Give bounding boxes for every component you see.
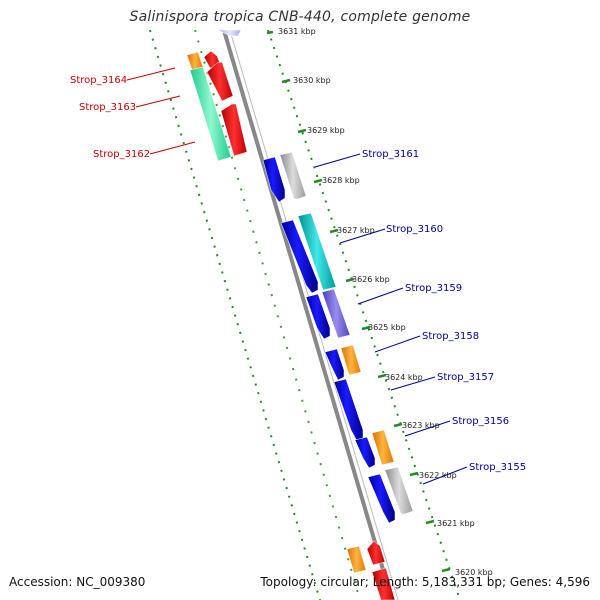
- forward-genes: [186, 50, 396, 600]
- gene-label-strop-3162[interactable]: Strop_3162: [93, 149, 150, 160]
- gene-label-strop-3161[interactable]: Strop_3161: [362, 149, 419, 160]
- gene-label-strop-3159[interactable]: Strop_3159: [405, 283, 462, 294]
- gene-blue-2[interactable]: [280, 219, 319, 294]
- genome-backbone: [221, 30, 394, 600]
- gene-red-4[interactable]: [366, 540, 386, 566]
- kbp-label: 3626 kbp: [352, 275, 390, 284]
- forward-gene-labels: Strop_3164 Strop_3163 Strop_3162: [70, 67, 196, 160]
- gene-blue-3[interactable]: [305, 293, 331, 340]
- kbp-label: 3629 kbp: [307, 126, 345, 135]
- gene-gray-2[interactable]: [384, 466, 414, 515]
- gene-label-strop-3157[interactable]: Strop_3157: [437, 372, 494, 383]
- gene-red-3[interactable]: [220, 103, 248, 157]
- gene-label-strop-3155[interactable]: Strop_3155: [469, 462, 526, 473]
- kbp-label: 3631 kbp: [278, 27, 316, 36]
- gene-label-strop-3164[interactable]: Strop_3164: [70, 75, 127, 86]
- major-ticks: [266, 30, 451, 573]
- genome-summary-text: Topology: circular; Length: 5,183,331 bp…: [260, 575, 590, 589]
- gene-blue-6[interactable]: [354, 436, 376, 469]
- kbp-label: 3630 kbp: [293, 76, 331, 85]
- page-title: Salinispora tropica CNB-440, complete ge…: [129, 9, 471, 25]
- gene-label-strop-3160[interactable]: Strop_3160: [386, 224, 443, 235]
- right-outer-tick-track: [267, 30, 461, 600]
- accession-text: Accession: NC_009380: [9, 575, 146, 589]
- kbp-label: 3620 kbp: [455, 568, 493, 577]
- left-outer-tick-track: [149, 30, 321, 600]
- gene-blue-top-edge[interactable]: [217, 29, 242, 37]
- kbp-label: 3627 kbp: [337, 226, 375, 235]
- gene-label-strop-3158[interactable]: Strop_3158: [422, 331, 479, 342]
- gene-label-strop-3156[interactable]: Strop_3156: [452, 416, 509, 427]
- gene-red-2[interactable]: [206, 61, 234, 102]
- gene-orange-4[interactable]: [346, 545, 367, 574]
- kbp-labels: 3631 kbp 3630 kbp 3629 kbp 3628 kbp 3627…: [278, 27, 493, 577]
- kbp-label: 3624 kbp: [385, 373, 423, 382]
- gene-blue-1[interactable]: [262, 156, 286, 203]
- gene-blue-4[interactable]: [324, 348, 345, 381]
- gene-label-strop-3163[interactable]: Strop_3163: [79, 102, 136, 113]
- gene-orange-2[interactable]: [371, 429, 395, 466]
- kbp-label: 3622 kbp: [419, 471, 457, 480]
- kbp-label: 3621 kbp: [437, 519, 475, 528]
- gene-orange-1[interactable]: [340, 344, 362, 376]
- kbp-label: 3625 kbp: [368, 323, 406, 332]
- kbp-label: 3628 kbp: [322, 176, 360, 185]
- gene-blue-7[interactable]: [367, 473, 396, 524]
- kbp-label: 3623 kbp: [402, 421, 440, 430]
- reverse-genes: [217, 29, 414, 524]
- gene-purple-1[interactable]: [321, 288, 351, 339]
- gene-gray-1[interactable]: [279, 151, 307, 200]
- reverse-gene-labels: Strop_3161 Strop_3160 Strop_3159 Strop_3…: [314, 149, 526, 485]
- gene-green-1[interactable]: [189, 66, 232, 162]
- gene-red-5[interactable]: [371, 567, 396, 600]
- gene-cyan-1[interactable]: [297, 212, 337, 291]
